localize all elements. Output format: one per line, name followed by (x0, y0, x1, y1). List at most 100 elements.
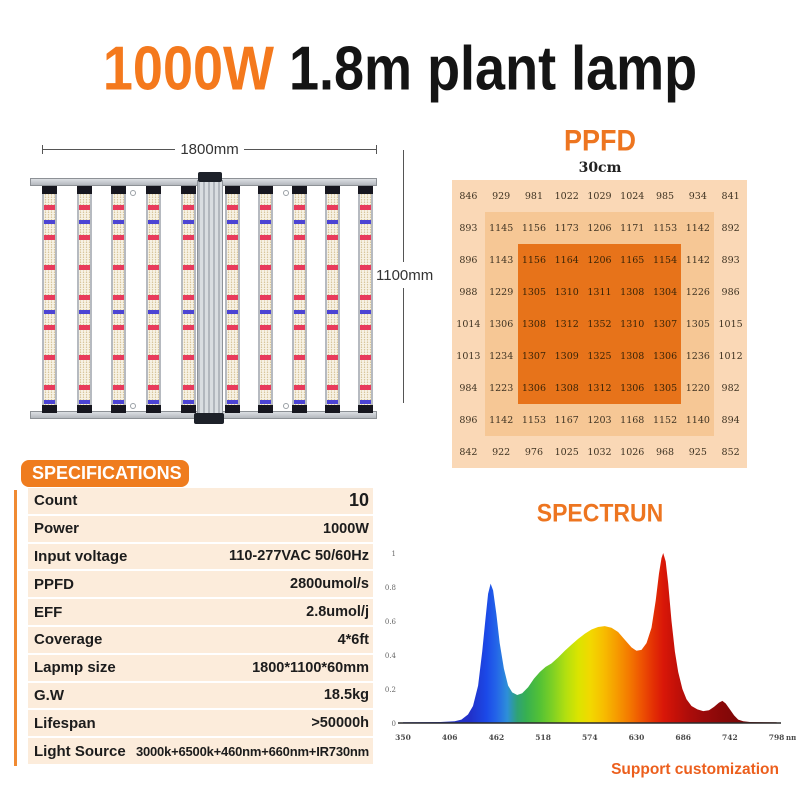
led-bar (225, 186, 240, 413)
led-bar (42, 186, 57, 413)
ppfd-cell: 894 (714, 404, 747, 436)
ppfd-cell: 1173 (550, 212, 584, 244)
ppfd-cell: 1306 (484, 308, 518, 340)
spec-table: Count 10 Power 1000W Input voltage 110-277VAC… (28, 488, 373, 766)
spec-row: Lapmp size 1800*1100*60mm (28, 654, 373, 683)
spec-value: 2.8umol/j (306, 604, 369, 621)
ppfd-cell: 1352 (583, 308, 616, 340)
spec-label: Coverage (34, 631, 103, 649)
svg-text:742: 742 (722, 733, 738, 742)
ppfd-cell: 929 (484, 180, 518, 212)
ppfd-cell: 1029 (583, 180, 616, 212)
spec-value: 2800umol/s (290, 576, 369, 593)
spec-label: Light Source (34, 742, 126, 760)
ppfd-cell: 1236 (681, 340, 715, 372)
ppfd-cell: 988 (452, 276, 485, 308)
mount-hole (283, 190, 289, 196)
led-bar (111, 186, 127, 413)
led-bar (76, 186, 92, 413)
ppfd-cell: 846 (452, 180, 485, 212)
ppfd-cell: 893 (714, 244, 747, 276)
ppfd-cell: 1140 (681, 404, 715, 436)
spec-label: G.W (34, 686, 64, 704)
ppfd-cell: 1325 (583, 340, 616, 372)
specifications-heading: SPECIFICATIONS (21, 460, 189, 487)
ppfd-cell: 841 (714, 180, 747, 212)
spectrum-curve (403, 553, 777, 723)
ppfd-cell: 1143 (484, 244, 518, 276)
led-bar (258, 186, 274, 413)
ppfd-cell: 1307 (517, 340, 551, 372)
spec-value: 18.5kg (323, 687, 369, 704)
led-bar (325, 186, 340, 413)
spec-label: Lapmp size (34, 659, 116, 677)
ppfd-cell: 1220 (681, 372, 715, 404)
ppfd-cell: 1309 (550, 340, 584, 372)
ppfd-cell: 1013 (452, 340, 485, 372)
dimension-line-left (42, 144, 176, 154)
led-bar (180, 186, 196, 413)
ppfd-cell: 1234 (484, 340, 518, 372)
ppfd-cell: 1156 (517, 244, 551, 276)
ppfd-cell: 1206 (583, 244, 616, 276)
svg-text:518: 518 (535, 733, 551, 742)
spec-row: EFF 2.8umol/j (28, 599, 373, 627)
ppfd-cell: 1024 (615, 180, 649, 212)
ppfd-cell: 976 (517, 436, 551, 468)
ppfd-cell: 1308 (517, 308, 551, 340)
ppfd-cell: 984 (452, 372, 485, 404)
svg-text:406: 406 (442, 733, 458, 742)
page-title: 1000W 1.8m plant lamp (0, 33, 800, 104)
ppfd-cell: 1306 (615, 372, 649, 404)
ppfd-cell: 1305 (648, 372, 682, 404)
spec-label: Input voltage (34, 547, 128, 565)
ppfd-cell: 922 (484, 436, 518, 468)
ppfd-cell: 892 (714, 212, 747, 244)
svg-text:462: 462 (489, 733, 505, 742)
ppfd-cell: 1152 (648, 404, 682, 436)
led-bar (358, 186, 374, 413)
svg-text:nm: nm (786, 733, 796, 742)
ppfd-cell: 1310 (550, 276, 584, 308)
svg-text:0.4: 0.4 (385, 652, 397, 660)
ppfd-cell: 1154 (648, 244, 682, 276)
width-dimension: 1800mm (42, 141, 378, 158)
ppfd-cell: 1165 (615, 244, 649, 276)
spec-label: Count (34, 492, 78, 510)
spec-row: Coverage 4*6ft (28, 626, 373, 655)
ppfd-cell: 981 (517, 180, 551, 212)
svg-text:0.6: 0.6 (385, 618, 397, 626)
spec-row: G.W 18.5kg (28, 682, 373, 711)
led-bar (146, 186, 162, 413)
spectrum-heading: SPECTRUN (536, 499, 664, 528)
spec-row: Count 10 (28, 488, 373, 516)
ppfd-cell: 1306 (648, 340, 682, 372)
spec-row: Power 1000W (28, 515, 373, 544)
ppfd-cell: 1308 (615, 276, 649, 308)
ppfd-cell: 1156 (517, 212, 551, 244)
ppfd-heading: PPFD (563, 124, 636, 157)
ppfd-cell: 893 (452, 212, 485, 244)
ppfd-cell: 1206 (583, 212, 616, 244)
spec-label: Power (34, 520, 80, 538)
spec-value: >50000h (311, 715, 369, 732)
spec-value: 10 (348, 490, 369, 511)
mount-hole (283, 403, 289, 409)
spec-row: Input voltage 110-277VAC 50/60Hz (28, 543, 373, 572)
ppfd-cell: 1311 (583, 276, 616, 308)
ppfd-distance-label: 30cm (578, 160, 622, 176)
x-axis-labels: 350 406 462 518 574 630 686 742 798 nm (395, 733, 796, 742)
lamp-bottom-connector (194, 413, 224, 424)
ppfd-cell: 1012 (714, 340, 747, 372)
support-customization-note: Support customization (611, 761, 779, 778)
y-axis-labels: 1 0.8 0.6 0.4 0.2 0 (385, 550, 397, 728)
spec-row: Lifespan >50000h (28, 710, 373, 739)
lamp-top-connector (198, 172, 222, 182)
ppfd-cell: 1015 (714, 308, 747, 340)
title-rest: 1.8m plant lamp (273, 34, 698, 104)
ppfd-cell: 1142 (681, 212, 715, 244)
ppfd-cell: 1304 (648, 276, 682, 308)
spec-value: 1800*1100*60mm (252, 659, 369, 676)
svg-text:630: 630 (629, 733, 645, 742)
dimension-line-right (243, 144, 378, 154)
